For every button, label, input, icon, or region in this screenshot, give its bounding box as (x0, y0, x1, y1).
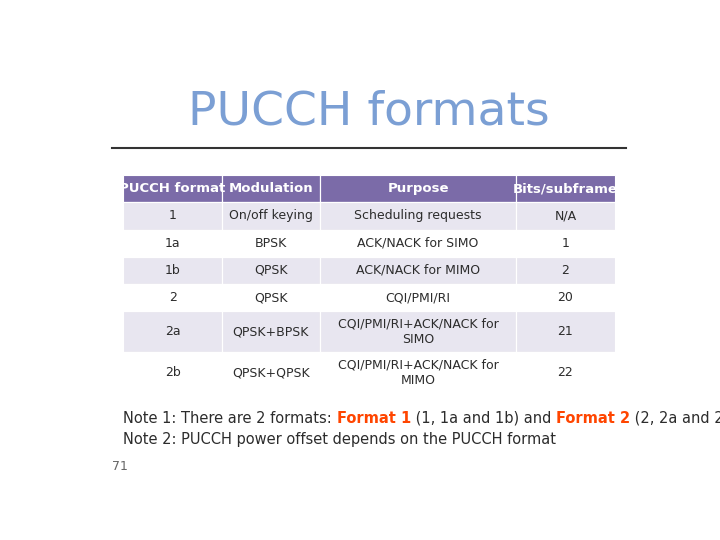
FancyBboxPatch shape (222, 353, 320, 393)
FancyBboxPatch shape (320, 284, 516, 312)
Text: Note 2: PUCCH power offset depends on the PUCCH format: Note 2: PUCCH power offset depends on th… (124, 433, 557, 447)
FancyBboxPatch shape (320, 202, 516, 230)
Text: Modulation: Modulation (228, 182, 313, 195)
Text: ACK/NACK for SIMO: ACK/NACK for SIMO (357, 237, 479, 249)
Text: 20: 20 (557, 291, 573, 304)
FancyBboxPatch shape (124, 353, 222, 393)
Text: QPSK+BPSK: QPSK+BPSK (233, 326, 309, 339)
FancyBboxPatch shape (320, 257, 516, 284)
FancyBboxPatch shape (516, 175, 615, 202)
Text: CQI/PMI/RI+ACK/NACK for
SIMO: CQI/PMI/RI+ACK/NACK for SIMO (338, 318, 498, 346)
FancyBboxPatch shape (516, 202, 615, 230)
FancyBboxPatch shape (320, 175, 516, 202)
Text: PUCCH format: PUCCH format (120, 182, 225, 195)
Text: QPSK+QPSK: QPSK+QPSK (232, 366, 310, 379)
FancyBboxPatch shape (222, 312, 320, 353)
FancyBboxPatch shape (124, 257, 222, 284)
FancyBboxPatch shape (320, 353, 516, 393)
Text: PUCCH formats: PUCCH formats (188, 90, 550, 135)
FancyBboxPatch shape (222, 175, 320, 202)
Text: 2a: 2a (165, 326, 181, 339)
FancyBboxPatch shape (320, 230, 516, 257)
Text: Format 1: Format 1 (337, 411, 411, 426)
FancyBboxPatch shape (320, 312, 516, 353)
Text: 2: 2 (562, 264, 570, 277)
FancyBboxPatch shape (222, 230, 320, 257)
Text: CQI/PMI/RI+ACK/NACK for
MIMO: CQI/PMI/RI+ACK/NACK for MIMO (338, 359, 498, 387)
FancyBboxPatch shape (222, 284, 320, 312)
Text: Bits/subframe: Bits/subframe (513, 182, 618, 195)
Text: ACK/NACK for MIMO: ACK/NACK for MIMO (356, 264, 480, 277)
FancyBboxPatch shape (516, 353, 615, 393)
FancyBboxPatch shape (222, 202, 320, 230)
Text: CQI/PMI/RI: CQI/PMI/RI (386, 291, 451, 304)
Text: QPSK: QPSK (254, 291, 287, 304)
Text: Note 1: There are 2 formats:: Note 1: There are 2 formats: (124, 411, 337, 426)
Text: 21: 21 (557, 326, 573, 339)
Text: BPSK: BPSK (255, 237, 287, 249)
Text: Purpose: Purpose (387, 182, 449, 195)
Text: 1b: 1b (165, 264, 181, 277)
FancyBboxPatch shape (124, 202, 222, 230)
Text: Format 2: Format 2 (556, 411, 630, 426)
FancyBboxPatch shape (124, 175, 222, 202)
FancyBboxPatch shape (516, 312, 615, 353)
Text: (1, 1a and 1b) and: (1, 1a and 1b) and (411, 411, 556, 426)
FancyBboxPatch shape (516, 284, 615, 312)
Text: 71: 71 (112, 460, 128, 473)
FancyBboxPatch shape (516, 230, 615, 257)
FancyBboxPatch shape (516, 257, 615, 284)
FancyBboxPatch shape (222, 257, 320, 284)
Text: N/A: N/A (554, 210, 577, 222)
FancyBboxPatch shape (124, 284, 222, 312)
Text: QPSK: QPSK (254, 264, 287, 277)
Text: 2b: 2b (165, 366, 181, 379)
Text: 1: 1 (168, 210, 176, 222)
Text: 1: 1 (562, 237, 570, 249)
Text: 1a: 1a (165, 237, 181, 249)
Text: (2, 2a and 2b): (2, 2a and 2b) (630, 411, 720, 426)
Text: Scheduling requests: Scheduling requests (354, 210, 482, 222)
Text: 2: 2 (168, 291, 176, 304)
Text: 22: 22 (557, 366, 573, 379)
Text: On/off keying: On/off keying (229, 210, 312, 222)
FancyBboxPatch shape (124, 312, 222, 353)
FancyBboxPatch shape (124, 230, 222, 257)
